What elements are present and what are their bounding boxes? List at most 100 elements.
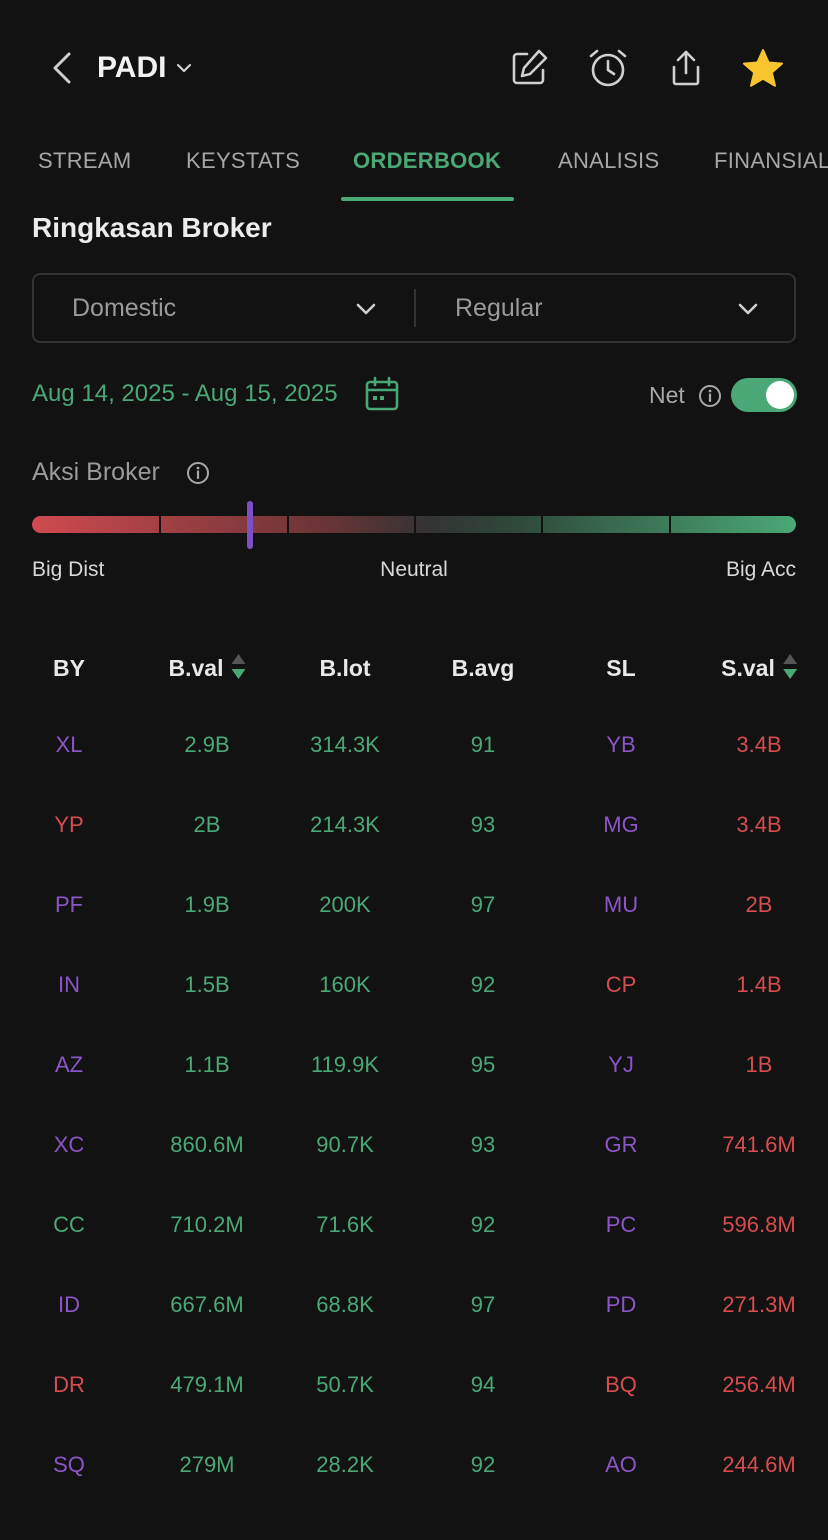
edit-icon — [512, 49, 548, 85]
buy-lot: 90.7K — [316, 1132, 374, 1157]
sort-icon — [231, 654, 246, 682]
seller-broker-code: PD — [605, 1292, 637, 1317]
buy-lot: 71.6K — [316, 1212, 374, 1237]
sell-value: 256.4M — [722, 1372, 796, 1397]
net-label: Net — [649, 382, 685, 408]
buy-average: 95 — [470, 1052, 496, 1077]
ticker-symbol: PADI — [97, 51, 167, 84]
buy-value: 1.1B — [184, 1052, 230, 1077]
sell-value: 244.6M — [722, 1452, 796, 1477]
tab-bar: STREAM KEYSTATS ORDERBOOK ANALISIS FINAN… — [0, 130, 828, 202]
table-row[interactable]: YP 2B 214.3K 93 MG 3.4B — [0, 788, 828, 868]
buy-value: 479.1M — [170, 1372, 244, 1397]
tab-analisis[interactable]: ANALISIS — [558, 148, 660, 173]
seller-broker-code: YJ — [608, 1052, 634, 1077]
col-header-bavg: B.avg — [451, 654, 515, 681]
seller-broker-code: BQ — [605, 1372, 637, 1397]
ticker-selector[interactable]: PADI — [97, 50, 192, 86]
col-header-sval[interactable]: S.val — [721, 648, 797, 688]
sell-value: 2B — [745, 892, 773, 917]
buyer-broker-code: DR — [53, 1372, 85, 1397]
buyer-broker-code: PF — [54, 892, 84, 917]
sell-value: 3.4B — [736, 812, 782, 837]
share-icon — [672, 50, 700, 86]
col-header-blot: B.lot — [319, 654, 371, 681]
buy-value: 860.6M — [170, 1132, 244, 1157]
col-header-by: BY — [53, 654, 85, 681]
big-acc-label: Big Acc — [725, 558, 796, 581]
chevron-down-icon — [176, 62, 192, 74]
bar-segment-divider — [541, 516, 543, 533]
sort-icon — [782, 654, 797, 682]
back-button[interactable] — [44, 46, 80, 90]
filter-bar: Domestic Regular — [32, 273, 796, 343]
sell-value: 1.4B — [736, 972, 782, 997]
tab-orderbook[interactable]: ORDERBOOK — [353, 148, 502, 173]
buy-average: 93 — [470, 812, 496, 837]
broker-action-bar — [32, 516, 796, 533]
seller-broker-code: PC — [605, 1212, 637, 1237]
sell-value: 741.6M — [722, 1132, 796, 1157]
table-row[interactable]: XC 860.6M 90.7K 93 GR 741.6M — [0, 1108, 828, 1188]
buy-lot: 214.3K — [310, 812, 380, 837]
sell-value: 3.4B — [736, 732, 782, 757]
buyer-broker-code: XC — [53, 1132, 85, 1157]
watchlist-star-button[interactable] — [739, 44, 787, 92]
buy-value: 2B — [193, 812, 221, 837]
buyer-broker-code: YP — [54, 812, 84, 837]
calendar-icon[interactable] — [364, 376, 400, 412]
tab-stream[interactable]: STREAM — [38, 148, 132, 173]
buy-lot: 314.3K — [310, 732, 380, 757]
buy-lot: 200K — [319, 892, 371, 917]
tab-keystats[interactable]: KEYSTATS — [186, 148, 301, 173]
star-icon — [743, 49, 783, 87]
buy-average: 91 — [470, 732, 496, 757]
broker-table-body: XL 2.9B 314.3K 91 YB 3.4B YP 2B 214.3K 93 MG 3.4B PF… — [0, 708, 828, 1508]
table-row[interactable]: SQ 279M 28.2K 92 AO 244.6M — [0, 1428, 828, 1508]
table-row[interactable]: PF 1.9B 200K 97 MU 2B — [0, 868, 828, 948]
info-icon[interactable] — [186, 461, 210, 485]
active-tab-indicator — [341, 197, 514, 201]
col-header-bval[interactable]: B.val — [169, 648, 246, 688]
table-row[interactable]: ID 667.6M 68.8K 97 PD 271.3M — [0, 1268, 828, 1348]
table-header: BY B.val B.lot B.avg SL S.val — [0, 648, 828, 688]
buy-value: 279M — [179, 1452, 235, 1477]
table-row[interactable]: AZ 1.1B 119.9K 95 YJ 1B — [0, 1028, 828, 1108]
board-dropdown[interactable]: Regular — [416, 275, 796, 341]
info-icon[interactable] — [698, 384, 722, 408]
bar-segment-divider — [287, 516, 289, 533]
buyer-broker-code: XL — [55, 732, 83, 757]
buy-average: 93 — [470, 1132, 496, 1157]
seller-broker-code: YB — [606, 732, 636, 757]
net-toggle[interactable] — [731, 378, 797, 412]
date-range[interactable]: Aug 14, 2025 - Aug 15, 2025 — [32, 380, 338, 407]
seller-broker-code: CP — [605, 972, 637, 997]
buyer-broker-code: SQ — [53, 1452, 85, 1477]
back-icon — [53, 52, 71, 84]
buyer-broker-code: CC — [53, 1212, 85, 1237]
bar-segment-divider — [414, 516, 416, 533]
edit-button[interactable] — [505, 44, 553, 92]
buy-lot: 50.7K — [316, 1372, 374, 1397]
buy-value: 1.9B — [184, 892, 230, 917]
seller-broker-code: MU — [603, 892, 639, 917]
buy-lot: 119.9K — [310, 1052, 380, 1077]
buyer-broker-code: AZ — [54, 1052, 84, 1077]
filter-divider — [414, 289, 416, 327]
table-row[interactable]: IN 1.5B 160K 92 CP 1.4B — [0, 948, 828, 1028]
buy-value: 2.9B — [184, 732, 230, 757]
tab-finansial[interactable]: FINANSIAL — [714, 148, 828, 173]
table-row[interactable]: CC 710.2M 71.6K 92 PC 596.8M — [0, 1188, 828, 1268]
buy-average: 97 — [470, 1292, 496, 1317]
buy-average: 92 — [470, 1452, 496, 1477]
seller-broker-code: AO — [605, 1452, 637, 1477]
buy-value: 667.6M — [170, 1292, 244, 1317]
share-button[interactable] — [662, 44, 710, 92]
table-row[interactable]: XL 2.9B 314.3K 91 YB 3.4B — [0, 708, 828, 788]
alarm-icon — [589, 49, 627, 87]
sell-value: 1B — [745, 1052, 773, 1077]
table-row[interactable]: DR 479.1M 50.7K 94 BQ 256.4M — [0, 1348, 828, 1428]
alarm-button[interactable] — [584, 44, 632, 92]
market-dropdown[interactable]: Domestic — [34, 275, 414, 341]
col-header-sl: SL — [606, 654, 636, 681]
